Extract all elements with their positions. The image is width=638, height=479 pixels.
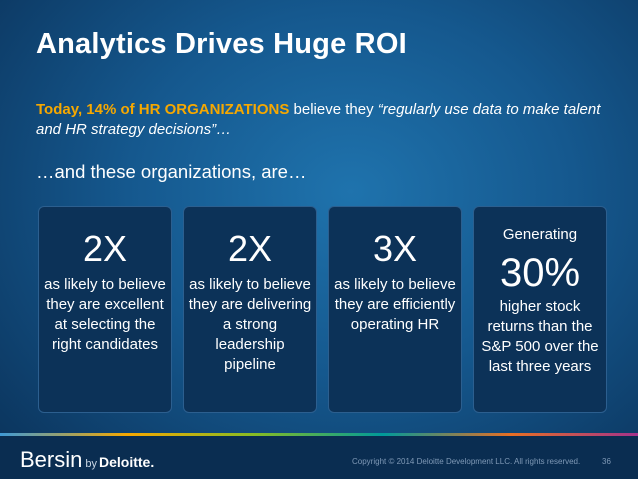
stat-card-4: Generating 30% higher stock returns than… [473,206,607,413]
brand-bersin: Bersin [20,447,83,472]
stat-value: 2X [227,228,273,269]
copyright-text: Copyright © 2014 Deloitte Development LL… [352,457,581,466]
brand-deloitte: Deloitte. [98,454,155,470]
stat-description: higher stock returns than the S&P 500 ov… [481,298,599,375]
stat-value: 30% [499,251,581,295]
intro-plain: believe they [289,101,378,118]
stat-card-2: 2X as likely to believe they are deliver… [183,206,317,413]
stat-card-1: 2X as likely to believe they are excelle… [38,206,172,413]
brand-logo: Bersin by Deloitte. [20,447,154,473]
footer-color-rule [0,433,638,436]
stat-value: 3X [372,228,418,269]
stat-card-3: 3X as likely to believe they are efficie… [328,206,462,413]
page-number: 36 [602,457,611,466]
intro-text: Today, 14% of HR ORGANIZATIONS believe t… [36,100,616,140]
slide-title: Analytics Drives Huge ROI [36,28,407,60]
intro-quote: “regularly use data to make talent and H… [36,101,601,138]
stat-description: as likely to believe they are excellent … [44,276,166,353]
stat-value: 2X [82,228,128,269]
footer-bar [0,436,638,479]
stat-description: as likely to believe they are delivering… [188,276,312,373]
slide-subtitle: …and these organizations, are… [36,161,307,182]
stat-lead: Generating [502,226,578,243]
brand-by: by [85,458,97,470]
stat-description: as likely to believe they are efficientl… [334,276,456,333]
intro-highlight: Today, 14% of HR ORGANIZATIONS [36,101,290,118]
